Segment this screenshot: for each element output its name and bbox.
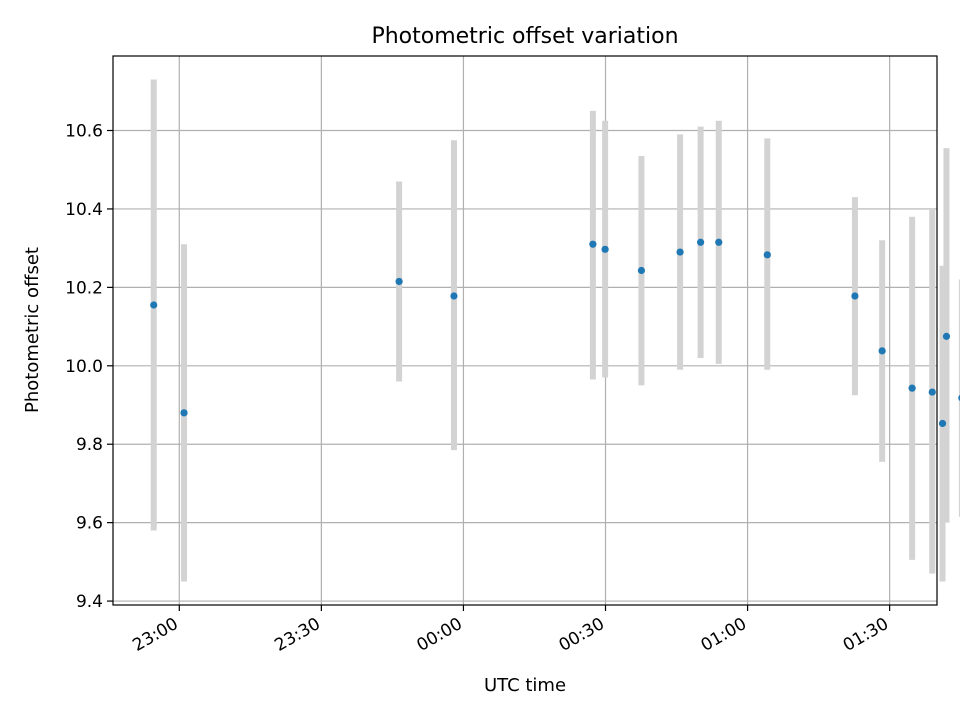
grid xyxy=(113,56,937,605)
data-point xyxy=(928,388,936,396)
data-point xyxy=(697,238,705,246)
x-axis-label: UTC time xyxy=(484,675,566,696)
data-point xyxy=(589,240,597,248)
y-tick-label: 10.2 xyxy=(65,278,103,298)
data-points xyxy=(150,238,960,428)
y-tick-label: 9.4 xyxy=(76,592,103,612)
data-point xyxy=(908,384,916,392)
plot-frame xyxy=(112,55,938,606)
data-point xyxy=(637,266,646,275)
data-point xyxy=(763,251,771,259)
data-point xyxy=(180,409,188,417)
data-point xyxy=(851,292,859,300)
data-point xyxy=(942,332,951,340)
data-point xyxy=(601,245,609,253)
chart-title: Photometric offset variation xyxy=(371,24,678,49)
y-tick-label: 9.6 xyxy=(76,514,103,534)
y-tick-label: 10.6 xyxy=(65,122,103,142)
data-point xyxy=(676,248,684,256)
y-tick-label: 10.0 xyxy=(65,357,103,377)
data-point xyxy=(938,419,947,428)
y-axis-label: Photometric offset xyxy=(22,247,43,413)
data-point xyxy=(715,238,723,246)
data-point xyxy=(395,277,403,286)
y-tick-label: 9.8 xyxy=(76,435,103,455)
data-point xyxy=(450,292,458,300)
y-axis-ticks: 9.4 9.6 9.8 10.0 10.2 10.4 10.6 xyxy=(65,122,113,612)
data-point xyxy=(878,347,886,355)
data-point xyxy=(150,301,158,309)
y-tick-label: 10.4 xyxy=(65,200,103,220)
